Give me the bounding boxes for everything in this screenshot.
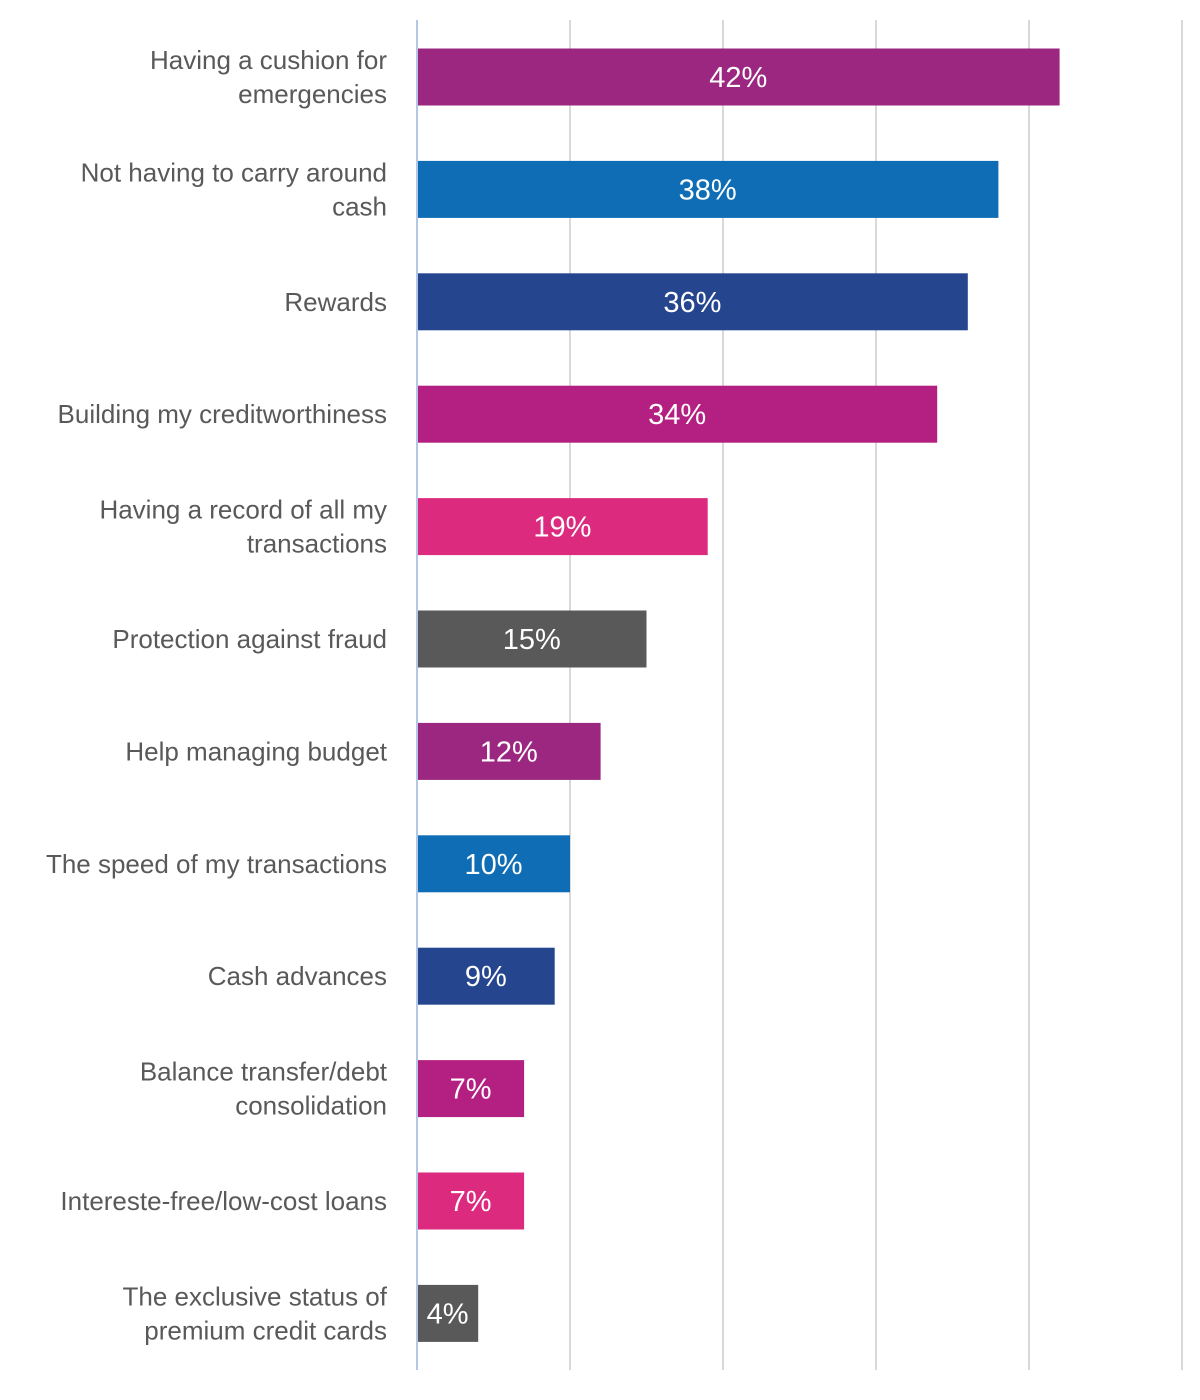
category-tick-label: consolidation	[235, 1091, 387, 1121]
bar	[417, 498, 708, 556]
bar	[417, 48, 1060, 106]
data-label: 34%	[648, 399, 706, 431]
data-label: 10%	[464, 849, 522, 881]
category-tick-label: transactions	[247, 529, 387, 559]
data-label: 7%	[450, 1074, 492, 1106]
data-label: 7%	[450, 1186, 492, 1218]
category-tick-label: Rewards	[284, 287, 387, 317]
category-tick-label: emergencies	[238, 79, 387, 109]
bar	[417, 947, 555, 1005]
bar	[417, 722, 601, 780]
bar	[417, 1060, 525, 1118]
category-tick-label: Building my creditworthiness	[58, 399, 387, 429]
category-tick-label: Protection against fraud	[112, 624, 387, 654]
bar	[417, 273, 968, 331]
bar	[417, 1284, 479, 1342]
data-label: 4%	[427, 1298, 469, 1330]
bar	[417, 385, 938, 443]
data-label: 9%	[465, 961, 507, 993]
bar-layer	[417, 48, 1060, 1342]
bar	[417, 610, 647, 668]
category-tick-label: Having a cushion for	[150, 45, 387, 75]
bar	[417, 160, 999, 218]
category-tick-label: Help managing budget	[125, 736, 387, 766]
data-label: 38%	[679, 174, 737, 206]
data-label: 12%	[480, 736, 538, 768]
category-tick-label: The exclusive status of	[123, 1281, 388, 1311]
category-tick-label: Balance transfer/debt	[140, 1057, 388, 1087]
bar	[417, 1172, 525, 1230]
data-label: 42%	[709, 62, 767, 94]
category-tick-label: Not having to carry around	[81, 157, 387, 187]
label-layer: 42% Having a cushion for emergencies 38% Not…	[46, 45, 767, 1345]
category-tick-label: The speed of my transactions	[46, 849, 387, 879]
category-tick-label: Intereste-free/low-cost loans	[60, 1186, 387, 1216]
category-tick-label: cash	[332, 191, 387, 221]
bar	[417, 835, 570, 893]
category-tick-label: Cash advances	[208, 961, 387, 991]
data-label: 19%	[533, 512, 591, 544]
data-label: 36%	[663, 287, 721, 319]
category-tick-label: Having a record of all my	[99, 495, 387, 525]
grid-layer	[569, 20, 1183, 1370]
data-label: 15%	[503, 624, 561, 656]
category-tick-label: premium credit cards	[144, 1315, 387, 1345]
